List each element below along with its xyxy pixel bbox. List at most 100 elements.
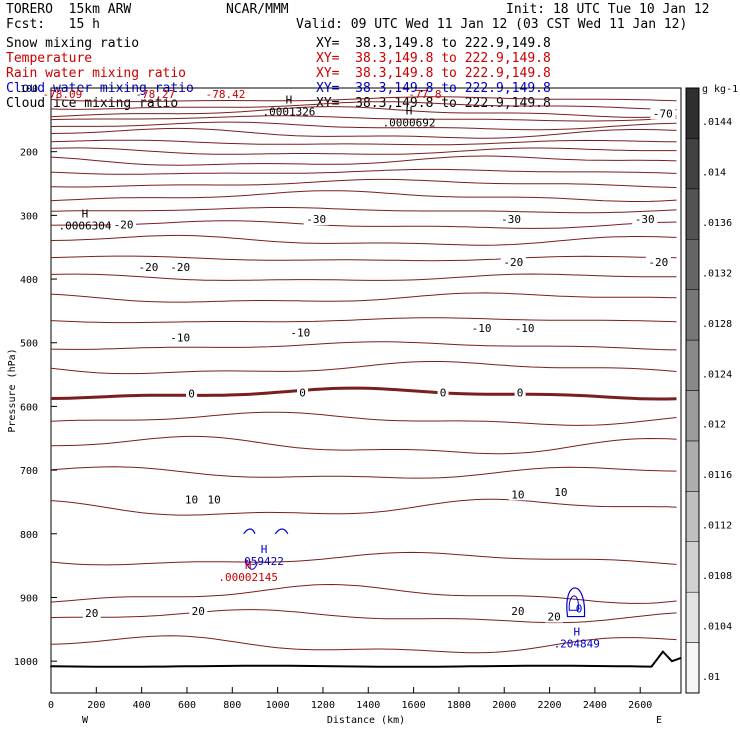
temperature-contour-line bbox=[50, 583, 677, 604]
temperature-contour-line bbox=[50, 178, 677, 188]
temperature-contour-line bbox=[50, 411, 677, 426]
top-edge-label: -77.8 bbox=[408, 88, 441, 101]
temperature-label-bg bbox=[498, 213, 524, 226]
temperature-contour-label: 10 bbox=[511, 488, 524, 501]
temperature-label-bg bbox=[469, 322, 495, 335]
colorbar-tick-label: .01 bbox=[702, 672, 720, 683]
temperature-contour-label: 0 bbox=[440, 386, 447, 399]
temperature-contour-label: -30 bbox=[306, 213, 326, 226]
west-label: W bbox=[82, 715, 89, 726]
x-tick-label: 2600 bbox=[628, 700, 652, 711]
temperature-contour-line bbox=[50, 101, 677, 111]
extremum-value-label: .00002145 bbox=[218, 571, 278, 584]
x-tick-label: 1800 bbox=[447, 700, 471, 711]
y-tick-label: 700 bbox=[20, 466, 38, 477]
extremum-value-label: .204849 bbox=[554, 638, 600, 651]
temperature-label-bg bbox=[551, 485, 570, 498]
temperature-label-bg bbox=[650, 107, 676, 120]
top-edge-label: -78.42 bbox=[206, 88, 246, 101]
temperature-contour-label: 0 bbox=[188, 388, 195, 401]
temperature-label-bg bbox=[182, 493, 201, 506]
temperature-contour-line bbox=[50, 317, 677, 324]
y-tick-label: 500 bbox=[20, 339, 38, 350]
valid-time: Valid: 09 UTC Wed 11 Jan 12 (03 CST Wed … bbox=[296, 17, 688, 32]
colorbar-tick-label: .0128 bbox=[702, 319, 732, 330]
cloud-water-contour bbox=[568, 595, 579, 611]
temperature-contour-line bbox=[50, 341, 677, 351]
colorbar-frame bbox=[685, 87, 700, 694]
y-tick-label: 800 bbox=[20, 530, 38, 541]
colorbar-tick-label: .0104 bbox=[702, 621, 732, 632]
temperature-contour-line bbox=[50, 96, 677, 103]
temperature-contour-label: -30 bbox=[635, 213, 655, 226]
temperature-label-bg bbox=[135, 260, 161, 273]
east-label: E bbox=[656, 715, 662, 726]
temperature-contour-line bbox=[50, 435, 677, 455]
extremum-marker: H bbox=[261, 543, 268, 556]
y-tick-label: 300 bbox=[20, 211, 38, 222]
temperature-contour-label: -30 bbox=[501, 213, 521, 226]
plot-frame bbox=[50, 87, 682, 694]
x-tick-label: 2200 bbox=[538, 700, 562, 711]
top-edge-label: -78.27 bbox=[135, 88, 175, 101]
temperature-contour-line bbox=[50, 220, 677, 229]
temperature-contour-line bbox=[50, 609, 677, 624]
temperature-label-bg bbox=[632, 213, 658, 226]
y-axis-label: Pressure (hPa) bbox=[7, 348, 18, 432]
temperature-contour-line bbox=[50, 273, 677, 281]
temperature-label-bg bbox=[205, 493, 224, 506]
temperature-contour-line bbox=[50, 155, 677, 166]
colorbar-tick-label: .0116 bbox=[702, 470, 732, 481]
temperature-contour-line bbox=[50, 190, 677, 202]
temperature-label-bg bbox=[167, 331, 193, 344]
x-tick-label: 1000 bbox=[266, 700, 290, 711]
temperature-contour-label: -10 bbox=[472, 322, 492, 335]
y-tick-label: 600 bbox=[20, 402, 38, 413]
field-xy-snow: XY= 38.3,149.8 to 222.9,149.8 bbox=[316, 36, 551, 51]
temperature-label-bg bbox=[508, 604, 527, 617]
colorbar-tick-label: .0144 bbox=[702, 117, 732, 128]
temperature-label-bg bbox=[508, 488, 527, 501]
colorbar-segment bbox=[685, 289, 700, 341]
field-name-cloud-ice: Cloud ice mixing ratio bbox=[6, 96, 179, 111]
temperature-label-bg bbox=[303, 213, 329, 226]
colorbar-segment bbox=[685, 188, 700, 240]
field-name-snow: Snow mixing ratio bbox=[6, 36, 140, 51]
colorbar-tick-label: .0112 bbox=[702, 521, 732, 532]
cloud-water-contour bbox=[245, 559, 258, 570]
temperature-contour-label: -70 bbox=[653, 107, 673, 120]
extremum-marker: H bbox=[82, 207, 89, 220]
zero-isotherm-line bbox=[50, 386, 677, 401]
temperature-contour-line bbox=[50, 168, 677, 175]
field-name-temperature: Temperature bbox=[6, 51, 93, 66]
cloud-water-contour bbox=[274, 528, 289, 535]
colorbar-segment bbox=[685, 239, 700, 290]
temperature-contour-label: 20 bbox=[192, 605, 205, 618]
x-tick-label: 1200 bbox=[311, 700, 335, 711]
temperature-contour-label: -10 bbox=[515, 322, 535, 335]
x-tick-label: 1600 bbox=[402, 700, 426, 711]
temperature-contour-label: 0 bbox=[517, 386, 524, 399]
x-tick-label: 800 bbox=[223, 700, 241, 711]
colorbar-segment bbox=[685, 390, 700, 442]
temperature-contour-label: 10 bbox=[554, 486, 567, 499]
temperature-label-bg bbox=[437, 386, 449, 399]
temperature-contour-label: -20 bbox=[503, 256, 523, 269]
x-tick-label: 400 bbox=[133, 700, 151, 711]
colorbar-segment bbox=[685, 339, 700, 391]
field-name-rain: Rain water mixing ratio bbox=[6, 66, 187, 81]
temperature-label-bg bbox=[545, 610, 564, 623]
cloud-water-contour bbox=[243, 528, 256, 535]
extremum-value-label: .0001326 bbox=[262, 105, 315, 118]
temperature-label-bg bbox=[287, 326, 313, 339]
field-name-cloud-water: Cloud water mixing ratio bbox=[6, 81, 194, 96]
x-tick-label: 2000 bbox=[492, 700, 516, 711]
forecast-hour: Fcst: 15 h bbox=[6, 17, 100, 32]
temperature-contour-line bbox=[50, 292, 677, 303]
temperature-label-bg bbox=[167, 260, 193, 273]
temperature-contour-line bbox=[50, 207, 677, 214]
temperature-contour-label: -20 bbox=[170, 261, 190, 274]
colorbar-tick-label: .014 bbox=[702, 168, 726, 179]
model-title: TORERO 15km ARW bbox=[6, 2, 132, 17]
temperature-contour-line bbox=[50, 147, 677, 155]
